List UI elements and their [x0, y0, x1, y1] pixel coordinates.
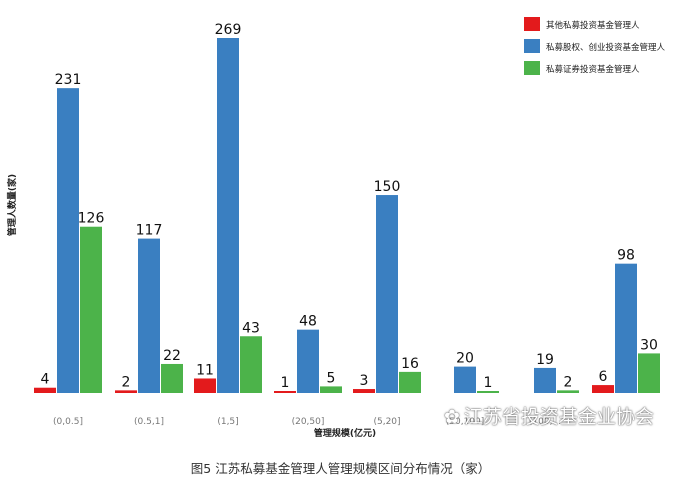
bar-1-4 — [376, 195, 398, 393]
value-label-1-0: 231 — [55, 72, 82, 88]
value-label-0-7: 6 — [599, 369, 608, 385]
bar-2-2 — [240, 336, 262, 393]
value-label-0-2: 11 — [196, 362, 214, 378]
figure-caption: 图5 江苏私募基金管理人管理规模区间分布情况（家） — [190, 461, 491, 476]
watermark: ✿ 江苏省投资基金业协会 — [444, 402, 654, 429]
x-tick-label-2: (1,5] — [217, 417, 238, 427]
value-label-0-3: 1 — [281, 375, 290, 391]
legend-label-1: 私募股权、创业投资基金管理人 — [546, 42, 666, 53]
x-tick-label-4: (5,20] — [373, 417, 400, 427]
bar-0-0 — [34, 387, 56, 393]
watermark-text: 江苏省投资基金业协会 — [463, 406, 654, 428]
bar-2-3 — [320, 386, 342, 393]
value-label-0-1: 2 — [122, 374, 131, 390]
value-label-1-2: 269 — [215, 22, 242, 38]
value-label-1-6: 19 — [536, 352, 554, 368]
legend-swatch-2 — [524, 61, 540, 75]
bar-2-6 — [557, 390, 579, 393]
bar-1-1 — [138, 238, 160, 393]
value-label-2-2: 43 — [242, 320, 260, 336]
wechat-logo-icon: ✿ — [444, 406, 460, 428]
legend-swatch-1 — [524, 39, 540, 53]
value-label-1-7: 98 — [617, 248, 635, 264]
bar-1-0 — [57, 88, 79, 394]
bar-1-5 — [454, 366, 476, 393]
bar-2-4 — [399, 371, 421, 393]
value-label-0-4: 3 — [360, 373, 369, 389]
value-label-2-1: 22 — [163, 348, 181, 364]
bar-2-7 — [638, 353, 660, 393]
legend-swatch-0 — [524, 17, 540, 31]
bar-2-1 — [161, 363, 183, 393]
bar-1-7 — [615, 263, 637, 393]
x-tick-label-1: (0.5,1] — [134, 417, 164, 427]
x-tick-label-6: (100,... — [529, 417, 561, 427]
value-label-1-3: 48 — [299, 314, 317, 330]
value-label-2-6: 2 — [564, 374, 573, 390]
bar-2-5 — [477, 391, 499, 393]
bar-0-2 — [194, 378, 216, 393]
value-label-1-5: 20 — [456, 351, 474, 367]
bar-0-1 — [115, 390, 137, 393]
legend-label-0: 其他私募投资基金管理人 — [546, 20, 640, 31]
bar-1-6 — [534, 367, 556, 393]
y-axis-label: 管理人数量(家) — [6, 174, 18, 236]
value-label-0-0: 4 — [41, 372, 50, 388]
value-label-2-7: 30 — [640, 337, 658, 353]
legend-label-2: 私募证券投资基金管理人 — [546, 64, 640, 75]
x-tick-label-0: (0,0.5] — [53, 417, 83, 427]
value-label-2-3: 5 — [327, 370, 336, 386]
bar-1-3 — [297, 329, 319, 393]
bar-0-4 — [353, 389, 375, 393]
value-label-2-5: 1 — [484, 375, 493, 391]
value-label-1-4: 150 — [374, 179, 401, 195]
bar-1-2 — [217, 38, 239, 393]
bar-2-0 — [80, 226, 102, 393]
value-label-1-1: 117 — [136, 223, 163, 239]
bar-0-7 — [592, 385, 614, 393]
x-axis-label: 管理规模(亿元) — [314, 427, 376, 439]
x-tick-labels-layer: (0,0.5] (0.5,1] (1,5] (20,50] (5,20] (50,100]… — [53, 417, 561, 427]
x-tick-label-5: (50,100] — [446, 417, 485, 427]
bars-layer — [34, 38, 660, 394]
value-labels-layer: 4 231 126 2 117 22 11 269 43 1 48 5 3 150 16 20 1 19 2 6 98 3… — [41, 22, 658, 391]
bar-0-3 — [274, 391, 296, 393]
value-label-2-4: 16 — [401, 356, 419, 372]
value-label-2-0: 126 — [78, 211, 105, 227]
x-tick-label-3: (20,50] — [292, 417, 325, 427]
